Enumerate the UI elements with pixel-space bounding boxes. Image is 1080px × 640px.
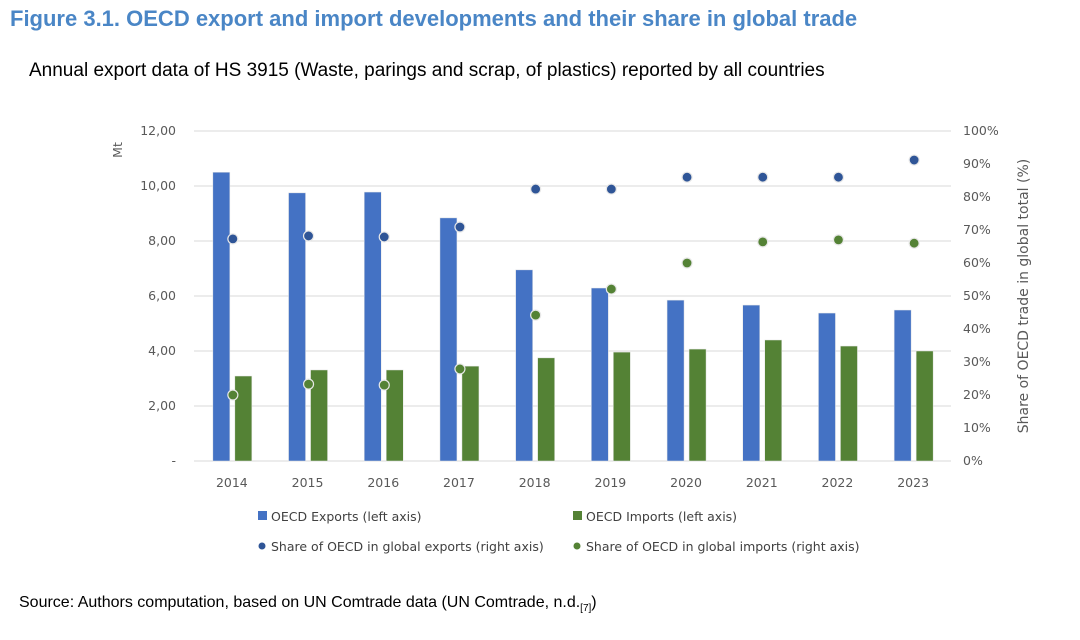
legend-label: OECD Exports (left axis) [271,509,421,524]
y2-tick-label: 100% [963,123,999,138]
bar-imports [386,369,404,462]
point-export-share [454,221,466,233]
point-export-share [908,154,920,166]
y2-tick-label: 60% [963,255,991,270]
point-import-share [302,378,315,390]
point-export-share [605,183,617,195]
bar-exports [742,304,760,462]
point-import-share [757,236,769,248]
point-import-share [681,257,693,269]
y2-axis-label: Share of OECD trade in global total (%) [1016,159,1032,434]
y2-tick-label: 0% [963,453,983,468]
bar-exports [591,287,609,462]
x-tick-label: 2021 [746,475,778,490]
point-export-share [681,171,693,183]
point-export-share [302,230,315,242]
y2-tick-label: 10% [963,420,991,435]
y2-tick-label: 20% [963,387,991,402]
bar-exports [212,172,231,462]
y2-tick-label: 50% [963,288,991,303]
bar-imports [688,348,707,462]
y-tick-label: 6,00 [148,288,176,303]
source-ref: [7] [580,603,592,615]
point-import-share [908,237,920,249]
bar-imports [764,339,782,462]
point-export-share [757,171,769,183]
bar-exports [288,192,306,462]
bar-exports [515,269,533,462]
bar-imports [310,369,328,462]
source-text: Source: Authors computation, based on UN… [19,594,581,611]
y-tick-label: 10,00 [140,178,176,193]
bar-exports [818,312,836,462]
bar-imports [537,357,555,462]
bar-exports [364,191,382,462]
point-import-share [530,309,542,321]
x-tick-label: 2022 [822,475,854,490]
legend-label: Share of OECD in global exports (right a… [271,539,544,554]
bar-imports [840,345,858,462]
x-tick-label: 2016 [367,475,399,490]
y2-tick-label: 40% [963,321,991,336]
point-export-share [378,231,390,243]
x-tick-label: 2018 [519,475,551,490]
point-export-share [530,183,542,195]
y-tick-label: - [171,453,176,468]
bar-exports [439,217,458,462]
x-tick-label: 2017 [443,475,475,490]
point-import-share [227,389,239,401]
y2-tick-label: 30% [963,354,991,369]
x-tick-label: 2023 [897,475,929,490]
point-import-share [832,234,845,246]
x-tick-label: 2019 [594,475,626,490]
legend-swatch [258,511,267,520]
source-note: Source: Authors computation, based on UN… [19,594,597,614]
legend-swatch [573,511,582,520]
bar-exports [666,299,685,462]
legend-label: OECD Imports (left axis) [586,509,737,524]
x-tick-label: 2020 [670,475,702,490]
figure-title: Figure 3.1. OECD export and import devel… [10,6,858,31]
y-axis-label: Mt [110,142,125,158]
point-import-share [454,363,466,375]
x-tick-label: 2015 [292,475,324,490]
legend-marker [573,542,581,550]
y-tick-label: 8,00 [148,233,176,248]
point-import-share [605,283,617,295]
point-import-share [378,379,390,391]
legend-label: Share of OECD in global imports (right a… [586,539,860,554]
bar-imports [915,350,934,462]
bar-imports [234,375,253,462]
y2-tick-label: 80% [963,189,991,204]
y2-tick-label: 70% [963,222,991,237]
source-close: ) [591,594,597,611]
y-tick-label: 4,00 [148,343,176,358]
bar-exports [893,309,912,462]
point-export-share [832,171,845,183]
bar-imports [613,351,631,462]
y-tick-label: 12,00 [140,123,176,138]
bar-imports [461,365,480,462]
x-tick-label: 2014 [216,475,248,490]
point-export-share [227,233,239,245]
figure-subtitle: Annual export data of HS 3915 (Waste, pa… [29,60,825,81]
y-tick-label: 2,00 [148,398,176,413]
legend-marker [258,542,266,550]
y2-tick-label: 90% [963,156,991,171]
